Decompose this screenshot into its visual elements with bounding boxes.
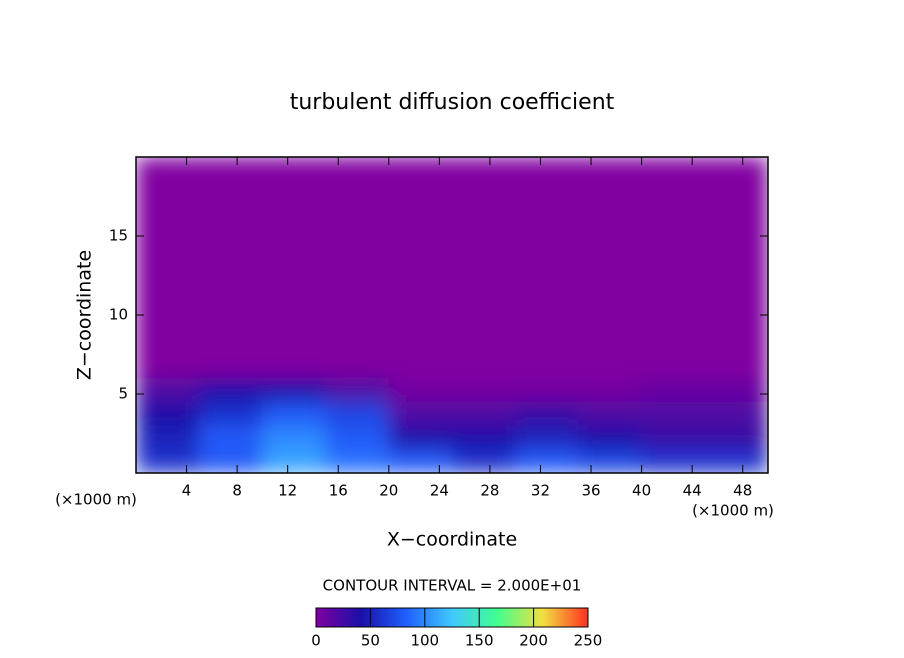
field-cell (136, 378, 200, 402)
field-cell (641, 378, 705, 402)
x-tick-label: 8 (232, 482, 242, 500)
field-cell (262, 157, 326, 379)
field-cell (515, 401, 579, 426)
field-cell (325, 401, 389, 426)
x-tick-label: 28 (480, 482, 499, 500)
field-cell (262, 449, 326, 473)
field-cell (388, 401, 452, 426)
field-cell (704, 425, 768, 450)
colorbar-tick-label: 200 (519, 632, 548, 650)
field-cell (136, 449, 200, 473)
field-cell (136, 157, 200, 379)
field-cell (199, 157, 263, 379)
field-cell (136, 401, 200, 426)
contour-field (136, 157, 768, 473)
field-cell (578, 378, 642, 402)
chart-title: turbulent diffusion coefficient (290, 90, 615, 115)
field-cell (325, 378, 389, 402)
x-tick-label: 12 (278, 482, 297, 500)
field-cell (325, 425, 389, 450)
field-cell (325, 157, 389, 379)
field-cell (704, 401, 768, 426)
colorbar-tick-label: 100 (410, 632, 439, 650)
field-cell (199, 425, 263, 450)
field-cell (641, 449, 705, 473)
x-tick-label: 24 (430, 482, 449, 500)
field-cell (262, 401, 326, 426)
colorbar-tick-label: 50 (361, 632, 380, 650)
x-tick-label: 16 (329, 482, 348, 500)
field-cell (325, 449, 389, 473)
y-tick-label: 10 (109, 306, 128, 324)
field-cell (388, 157, 452, 379)
field-cell (452, 378, 516, 402)
x-tick-label: 32 (531, 482, 550, 500)
y-tick-label: 15 (109, 227, 128, 245)
field-cell (704, 157, 768, 379)
field-cell (452, 449, 516, 473)
field-cell (199, 378, 263, 402)
field-cell (578, 425, 642, 450)
field-cell (578, 157, 642, 379)
field-cell (704, 378, 768, 402)
field-cell (262, 378, 326, 402)
x-tick-label: 40 (632, 482, 651, 500)
x-tick-label: 20 (379, 482, 398, 500)
field-cell (704, 449, 768, 473)
field-cell (388, 378, 452, 402)
x-unit-label: (×1000 m) (692, 502, 774, 520)
field-cell (515, 378, 579, 402)
y-tick-label: 5 (118, 385, 128, 403)
field-cell (388, 425, 452, 450)
colorbar (315, 607, 589, 628)
field-cell (641, 425, 705, 450)
field-cell (136, 425, 200, 450)
x-unit-label: (×1000 m) (55, 491, 137, 509)
field-cell (578, 401, 642, 426)
field-cell (578, 449, 642, 473)
x-tick-label: 44 (683, 482, 702, 500)
colorbar-tick-label: 250 (574, 632, 603, 650)
field-cell (452, 157, 516, 379)
y-axis-label: Z−coordinate (74, 250, 96, 380)
field-cell (388, 449, 452, 473)
x-tick-label: 4 (182, 482, 192, 500)
field-cell (452, 425, 516, 450)
colorbar-tick-label: 150 (465, 632, 494, 650)
field-cell (515, 157, 579, 379)
x-tick-label: 36 (581, 482, 600, 500)
colorbar-tick-label: 0 (311, 632, 321, 650)
field-cell (199, 449, 263, 473)
x-axis-label: X−coordinate (387, 529, 517, 551)
field-cell (515, 425, 579, 450)
field-cell (515, 449, 579, 473)
field-cell (641, 157, 705, 379)
field-cell (199, 401, 263, 426)
x-tick-label: 48 (733, 482, 752, 500)
annotation: CONTOUR INTERVAL = 2.000E+01 (323, 577, 582, 595)
field-cell (262, 425, 326, 450)
field-cell (641, 401, 705, 426)
field-cell (452, 401, 516, 426)
